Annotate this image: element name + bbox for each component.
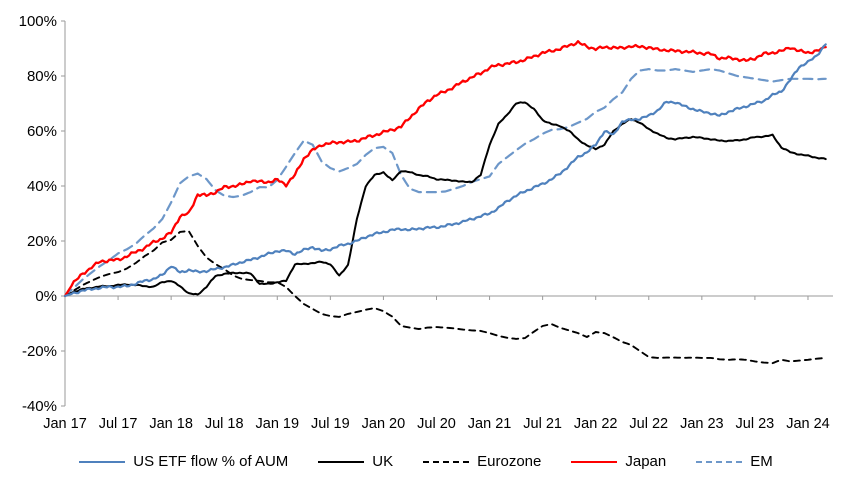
y-tick-label: 0% [35, 288, 57, 305]
y-tick-label: 40% [27, 178, 57, 195]
legend-item-japan: Japan [571, 453, 666, 470]
series-line-uk [64, 101, 827, 297]
x-tick-label: Jan 20 [362, 416, 406, 432]
series-line-em [63, 68, 827, 298]
legend-item-us-etf-flow-of-aum: US ETF flow % of AUM [79, 453, 288, 470]
x-tick-label: Jan 21 [468, 416, 512, 432]
x-tick-label: Jan 19 [256, 416, 300, 432]
legend-line-sample [423, 460, 470, 463]
legend-line-sample [571, 460, 618, 463]
x-tick-label: Jul 20 [417, 416, 456, 432]
legend-label: EM [750, 453, 773, 470]
legend-item-uk: UK [318, 453, 393, 470]
x-tick-label: Jul 17 [99, 416, 138, 432]
plot-area [63, 40, 827, 365]
series-line-us-etf-flow-of-aum [63, 43, 827, 298]
legend-label: US ETF flow % of AUM [133, 453, 289, 470]
legend-label: Eurozone [477, 453, 542, 470]
y-axis: 100% 80% 60% 40% 20% 0% -20% -40% [19, 13, 66, 415]
x-tick-label: Jan 22 [574, 416, 618, 432]
legend-label: UK [372, 453, 394, 470]
y-tick-label: 20% [27, 233, 57, 250]
x-tick-label: Jul 19 [311, 416, 350, 432]
y-tick-label: -40% [22, 398, 57, 415]
legend-line-sample [318, 460, 365, 463]
series-line-japan [63, 40, 827, 298]
x-tick-label: Jul 23 [736, 416, 775, 432]
y-tick-label: -20% [22, 343, 57, 360]
x-axis: Jan 17 Jul 17 Jan 18 Jul 18 Jan 19 Jul 19 Jan … [43, 295, 833, 432]
legend: US ETF flow % of AUM UK Eurozone Japan EM [0, 453, 852, 470]
series-line-eurozone [64, 230, 827, 365]
x-tick-label: Jul 18 [205, 416, 244, 432]
x-tick-label: Jan 24 [786, 416, 830, 432]
legend-line-sample [79, 460, 126, 463]
x-tick-label: Jul 22 [629, 416, 668, 432]
x-tick-label: Jan 23 [680, 416, 724, 432]
legend-item-eurozone: Eurozone [423, 453, 541, 470]
y-tick-label: 100% [19, 13, 57, 30]
x-tick-label: Jan 18 [149, 416, 193, 432]
x-tick-label: Jan 17 [43, 416, 87, 432]
x-tick-label: Jul 21 [523, 416, 562, 432]
legend-item-em: EM [696, 453, 773, 470]
y-tick-label: 60% [27, 123, 57, 140]
legend-line-sample [696, 460, 743, 463]
legend-label: Japan [625, 453, 667, 470]
y-tick-label: 80% [27, 68, 57, 85]
